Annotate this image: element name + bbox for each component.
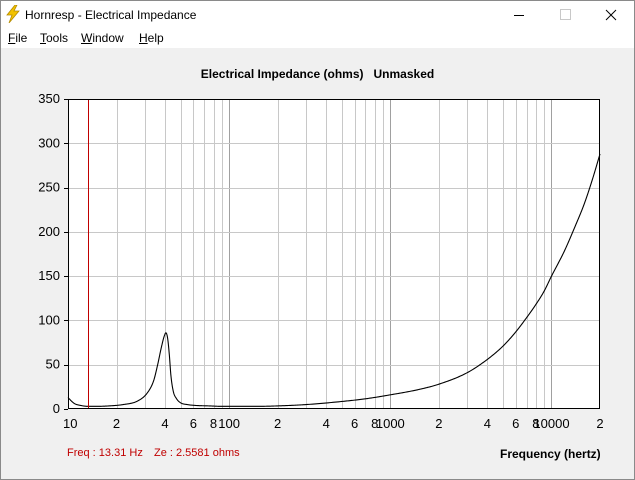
y-tick-label: 150	[38, 268, 60, 283]
maximize-button[interactable]	[542, 1, 588, 29]
x-tick-label: 2	[435, 416, 442, 431]
y-tick-label: 0	[53, 401, 60, 416]
y-tick-label: 350	[38, 91, 60, 106]
menu-help[interactable]: Help	[139, 31, 164, 45]
grid-lines	[68, 99, 600, 409]
minimize-button[interactable]	[496, 1, 542, 29]
x-tick-label: 6	[190, 416, 197, 431]
minimize-icon	[514, 15, 524, 16]
x-tick-label: 8	[532, 416, 539, 431]
plot-border	[68, 99, 600, 409]
y-axis-ticks: 0 50 100 150 200 250 300 350	[38, 91, 68, 416]
plot-area[interactable]	[68, 99, 600, 409]
x-tick-label: 2	[274, 416, 281, 431]
x-tick-label: 10	[63, 416, 77, 431]
y-tick-label: 50	[46, 357, 60, 372]
x-tick-label: 100	[218, 416, 240, 431]
chart-title: Electrical Impedance (ohms) Unmasked	[200, 67, 435, 81]
x-tick-label: 2	[113, 416, 120, 431]
close-button[interactable]	[588, 1, 634, 29]
impedance-readout: Ze : 2.5581 ohms	[154, 447, 240, 459]
close-icon	[605, 9, 617, 21]
maximize-icon	[560, 9, 571, 20]
impedance-curve	[67, 153, 601, 407]
window-title: Hornresp - Electrical Impedance	[25, 8, 197, 22]
y-tick-label: 250	[38, 180, 60, 195]
x-tick-label: 8	[210, 416, 217, 431]
x-tick-label: 6	[351, 416, 358, 431]
menu-bar: File Tools Window Help	[1, 29, 634, 48]
y-tick-label: 100	[38, 312, 60, 327]
lightning-bolt-icon	[6, 5, 20, 23]
x-tick-label: 4	[161, 416, 168, 431]
x-tick-label: 8	[371, 416, 378, 431]
x-axis-label: Frequency (hertz)	[500, 447, 601, 461]
x-tick-label: 4	[484, 416, 491, 431]
menu-tools[interactable]: Tools	[40, 31, 69, 45]
x-tick-label: 10000	[533, 416, 569, 431]
x-tick-label: 2	[596, 416, 603, 431]
frequency-readout: Freq : 13.31 Hz	[67, 447, 143, 459]
x-tick-label: 1000	[376, 416, 405, 431]
x-tick-label: 6	[512, 416, 519, 431]
menu-window[interactable]: Window	[81, 31, 124, 45]
menu-file[interactable]: File	[8, 31, 28, 45]
x-tick-label: 4	[323, 416, 330, 431]
title-bar[interactable]: Hornresp - Electrical Impedance	[1, 1, 634, 29]
y-tick-label: 300	[38, 135, 60, 150]
chart-panel: Electrical Impedance (ohms) Unmasked 0 50…	[1, 48, 634, 479]
y-tick-label: 200	[38, 224, 60, 239]
